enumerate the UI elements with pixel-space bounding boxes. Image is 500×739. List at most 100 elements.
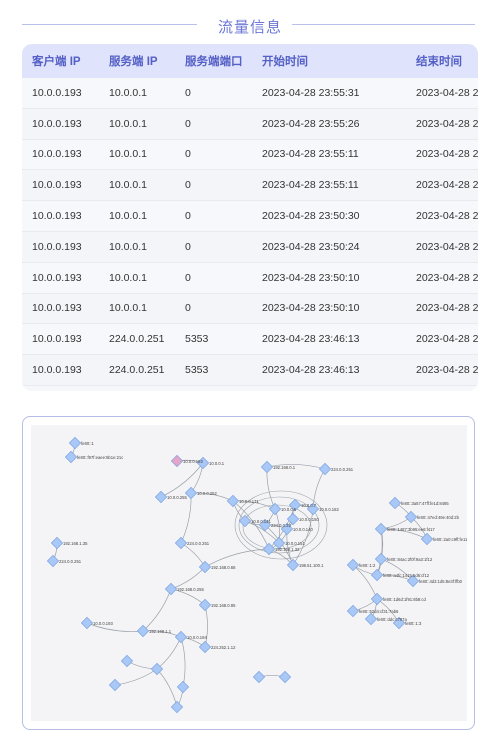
graph-node[interactable]	[226, 494, 240, 508]
graph-node-label: fe80::1	[81, 441, 94, 446]
graph-node[interactable]	[278, 670, 292, 684]
cell-client-ip: 10.0.0.193	[32, 333, 82, 346]
graph-node[interactable]	[252, 670, 266, 684]
graph-node[interactable]	[198, 640, 212, 654]
cell-end-time: 2023-04-28 2	[416, 364, 478, 377]
graph-node[interactable]	[288, 498, 302, 512]
graph-node[interactable]	[64, 450, 78, 464]
network-graph[interactable]: fe80::1fe80::f97f:eaee:5b1e:21c10.0.0.19…	[31, 425, 478, 721]
graph-node[interactable]	[198, 598, 212, 612]
table-row[interactable]: 10.0.0.193 10.0.0.1 0 2023-04-28 23:55:31 20…	[22, 78, 478, 109]
cell-start-time: 2023-04-28 23:46:13	[262, 364, 360, 377]
cell-start-time: 2023-04-28 23:55:31	[262, 86, 360, 99]
graph-node[interactable]	[306, 502, 320, 516]
graph-node[interactable]	[286, 512, 300, 526]
network-graph-canvas[interactable]: fe80::1 fe80::f97f:eaee:5b1e:21c 10.0.0.19…	[31, 425, 478, 721]
graph-node[interactable]	[272, 536, 286, 550]
col-header-end-time[interactable]: 结束时间	[416, 56, 462, 68]
graph-node[interactable]	[238, 514, 252, 528]
graph-node[interactable]	[286, 558, 300, 572]
cell-server-port: 0	[185, 86, 191, 99]
graph-node-label: 192.168.0.68	[211, 565, 236, 570]
graph-node-label: fe80::3a57:47ff:fe1d:8485	[401, 501, 449, 506]
table-row[interactable]: 10.0.0.193 10.0.0.1 0 2023-04-28 23:55:26 20…	[22, 108, 478, 140]
cell-server-port: 0	[185, 148, 191, 161]
graph-node-label: 192.168.1.1	[149, 629, 172, 634]
graph-node[interactable]	[174, 630, 188, 644]
col-header-server-ip[interactable]: 服务端 IP	[109, 56, 158, 68]
graph-node[interactable]	[364, 612, 378, 626]
cell-server-ip: 10.0.0.1	[109, 117, 147, 130]
network-graph-panel: fe80::1 fe80::f97f:eaee:5b1e:21c 10.0.0.19…	[22, 416, 478, 730]
graph-node[interactable]	[280, 522, 294, 536]
graph-node[interactable]	[80, 616, 94, 630]
graph-node[interactable]	[392, 616, 406, 630]
graph-node[interactable]	[196, 456, 210, 470]
graph-node[interactable]	[184, 486, 198, 500]
table-row[interactable]: 10.0.0.193 10.0.0.1 0 2023-04-28 23:55:11 20…	[22, 139, 478, 171]
cell-end-time: 2023-04-28 2	[416, 210, 478, 223]
graph-node-label: 192.168.0.255	[177, 587, 204, 592]
graph-node-label: 192.168.1.35	[63, 541, 88, 546]
cell-start-time: 2023-04-28 23:55:11	[262, 179, 359, 192]
cell-start-time: 2023-04-28 23:50:30	[262, 210, 360, 223]
graph-node[interactable]	[268, 502, 282, 516]
graph-node[interactable]	[346, 558, 360, 572]
graph-node[interactable]	[388, 496, 402, 510]
graph-node[interactable]	[174, 536, 188, 550]
graph-node[interactable]	[170, 700, 184, 714]
graph-node[interactable]	[260, 460, 274, 474]
graph-node[interactable]	[136, 624, 150, 638]
graph-node[interactable]	[198, 560, 212, 574]
table-row[interactable]: 10.0.0.193 10.0.0.1 0 2023-04-28 23:50:10 20…	[22, 293, 478, 325]
graph-node[interactable]	[46, 554, 60, 568]
graph-node[interactable]	[374, 552, 388, 566]
cell-server-port: 0	[185, 240, 191, 253]
graph-node[interactable]	[164, 582, 178, 596]
graph-node-label: 192.168.0.95	[211, 603, 236, 608]
graph-node[interactable]	[262, 542, 276, 556]
graph-edge	[156, 668, 178, 708]
table-header: 客户端 IP 服务端 IP 服务端端口 开始时间 结束时间	[22, 44, 478, 78]
graph-node[interactable]	[170, 454, 184, 468]
table-row[interactable]: 10.0.0.193 224.0.0.251 5353 2023-04-28 23:4…	[22, 355, 478, 386]
table-row[interactable]: 10.0.0.193 10.0.0.1 0 2023-04-28 23:50:24 20…	[22, 231, 478, 263]
graph-node[interactable]	[154, 490, 168, 504]
graph-node-label: 224.0.0.251	[331, 467, 354, 472]
graph-node[interactable]	[68, 436, 82, 450]
cell-server-ip: 224.0.0.251	[109, 364, 165, 377]
cell-server-port: 5353	[185, 364, 209, 377]
col-header-start-time[interactable]: 开始时间	[262, 56, 308, 68]
col-header-client-ip[interactable]: 客户端 IP	[32, 56, 81, 68]
graph-node[interactable]	[346, 604, 360, 618]
col-header-server-port[interactable]: 服务端端口	[185, 56, 243, 68]
graph-node-label: fe80::2a0:c9ff:fe11:a1a2	[433, 537, 467, 542]
graph-node[interactable]	[406, 574, 420, 588]
table-row[interactable]: 10.0.0.193 224.0.0.251 5353 2023-04-28 23:4…	[22, 324, 478, 356]
cell-server-ip: 10.0.0.1	[109, 179, 147, 192]
graph-node[interactable]	[120, 654, 134, 668]
graph-node[interactable]	[318, 462, 332, 476]
graph-node[interactable]	[150, 662, 164, 676]
graph-node-label: 224.0.0.251	[59, 559, 82, 564]
graph-node[interactable]	[50, 536, 64, 550]
graph-node-label: fe80::ddc:c707a	[377, 617, 407, 622]
cell-server-ip: 10.0.0.1	[109, 210, 147, 223]
graph-node-label: 198.51.100.1	[299, 563, 324, 568]
graph-node[interactable]	[258, 518, 272, 532]
table-row[interactable]: 10.0.0.193 10.0.0.1 0 2023-04-28 23:50:10 20…	[22, 262, 478, 294]
graph-node[interactable]	[374, 522, 388, 536]
graph-node[interactable]	[370, 568, 384, 582]
graph-node[interactable]	[370, 592, 384, 606]
graph-node[interactable]	[420, 532, 434, 546]
graph-node[interactable]	[404, 510, 418, 524]
table-row[interactable]: 10.0.0.193 10.0.0.1 0 2023-04-28 23:55:11 20…	[22, 170, 478, 202]
graph-node-label: fe80::1487:3b95:ee6:f417	[387, 527, 435, 532]
cell-server-port: 0	[185, 271, 191, 284]
graph-edge	[160, 462, 204, 498]
graph-node-label: 10.0.0.141	[251, 519, 271, 524]
graph-node[interactable]	[176, 680, 190, 694]
cell-server-port: 0	[185, 179, 191, 192]
table-row[interactable]: 10.0.0.193 10.0.0.1 0 2023-04-28 23:50:30 20…	[22, 201, 478, 232]
graph-node[interactable]	[108, 678, 122, 692]
